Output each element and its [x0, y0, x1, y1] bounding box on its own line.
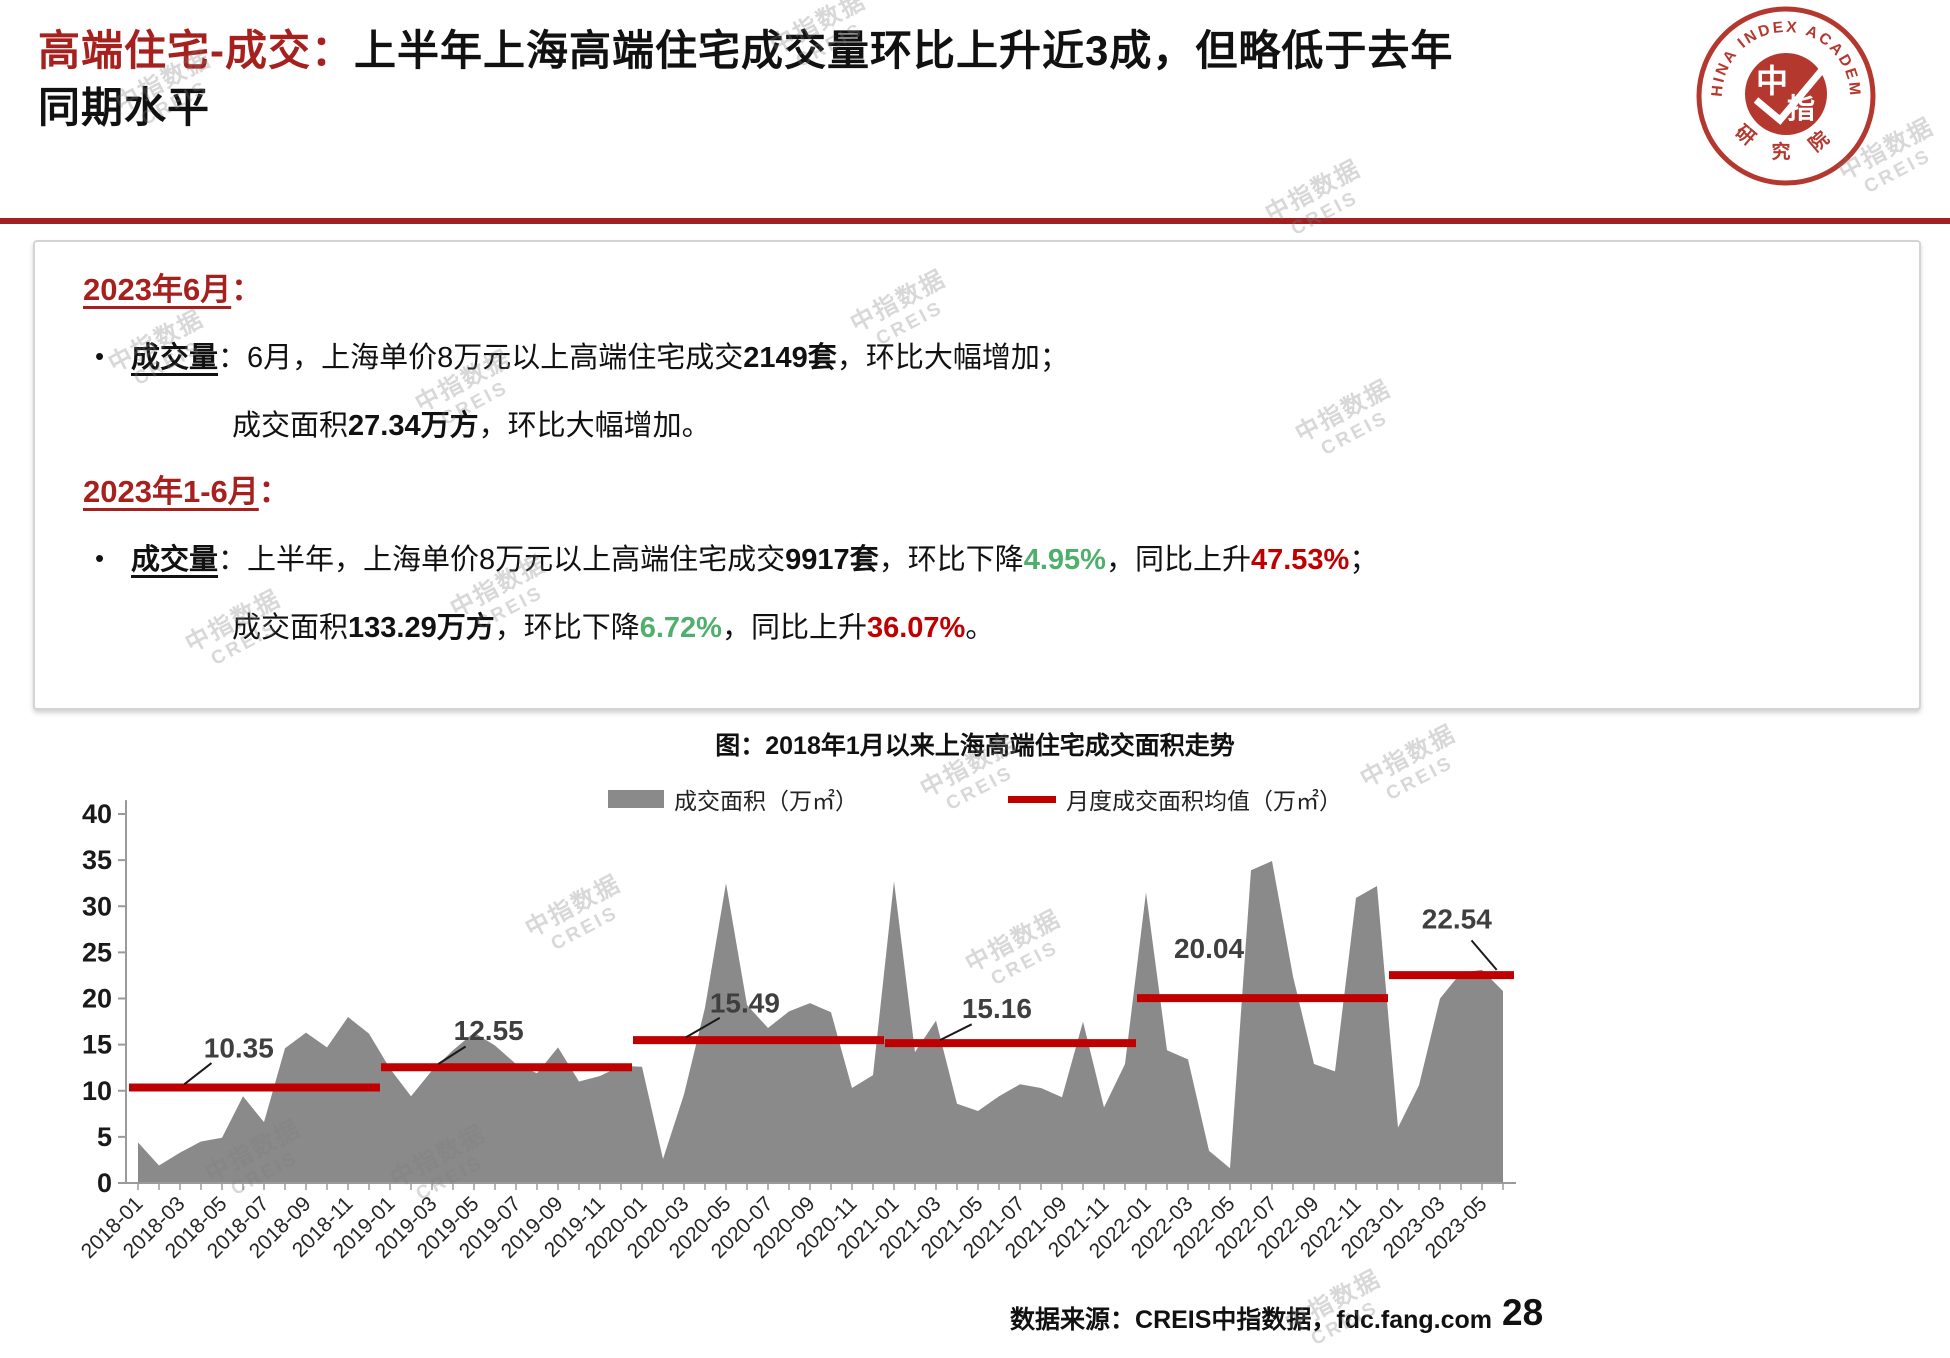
y-tick-label: 30 [82, 891, 112, 921]
y-tick-label: 5 [97, 1122, 112, 1152]
watermark: 中指数据 CREIS [1260, 155, 1366, 240]
text-segment: ，环比大幅增加。 [478, 410, 711, 442]
avg-value-label: 20.04 [1174, 933, 1244, 964]
y-tick-label: 10 [82, 1076, 112, 1106]
legend-item-area: 成交面积（万㎡） [608, 782, 858, 816]
text-segment: 成交量 [131, 544, 219, 576]
callout-connector [1470, 939, 1498, 971]
text-segment: 36.07% [866, 612, 966, 644]
y-tick-label: 0 [97, 1168, 112, 1198]
bullet-icon: • [95, 543, 105, 573]
chart-title: 图：2018年1月以来上海高端住宅成交面积走势 [715, 732, 1235, 760]
callout-connector [183, 1062, 213, 1086]
avg-value-label: 15.49 [710, 987, 780, 1018]
text-segment: 2149套 [743, 342, 837, 374]
logo-center-char2: 指 [1787, 93, 1815, 124]
callout-connector [437, 1045, 467, 1065]
text-segment: 27.34万方 [348, 410, 479, 442]
text-segment: 。 [965, 612, 995, 644]
y-tick-label: 20 [82, 984, 112, 1014]
header-divider [0, 218, 1950, 224]
text-segment: ，环比大幅增加； [836, 342, 1069, 374]
logo-check-mark [1753, 67, 1825, 125]
area-swatch-icon [608, 790, 664, 808]
legend-label-area: 成交面积（万㎡） [674, 788, 858, 814]
summary-line: 成交面积27.34万方，环比大幅增加。 [232, 402, 711, 444]
text-segment: 成交面积 [232, 410, 349, 442]
page-title: 高端住宅-成交：上半年上海高端住宅成交量环比上升近3成，但略低于去年同期水平 [38, 22, 1458, 136]
china-index-academy-logo: CHINA INDEX ACADEMY 研 究 院 中 指 [1694, 4, 1876, 186]
text-segment: 133.29万方 [348, 612, 495, 644]
text-segment: ： [218, 342, 248, 374]
text-segment: ，环比下降 [494, 612, 640, 644]
text-segment: 4.95% [1023, 544, 1106, 576]
data-source: 数据来源：CREIS中指数据，fdc.fang.com [1010, 1306, 1492, 1334]
text-segment: ： [218, 544, 248, 576]
avg-value-label: 12.55 [454, 1015, 524, 1046]
text-segment: ，同比上升 [721, 612, 867, 644]
page-title-rest: 上半年上海高端住宅成交量环比上升近3成，但略低于去年同期水平 [38, 27, 1454, 131]
logo-center-disc [1745, 53, 1827, 135]
text-segment: ，环比下降 [878, 544, 1024, 576]
text-segment: ； [1349, 544, 1379, 576]
line-swatch-icon [1008, 795, 1056, 803]
area-series [138, 861, 1503, 1183]
text-segment: 47.53% [1250, 544, 1350, 576]
y-tick-label: 15 [82, 1030, 112, 1060]
summary-box: 2023年6月： • 成交量：6月，上海单价8万元以上高端住宅成交2149套，环比… [33, 240, 1921, 710]
page-title-highlight: 高端住宅-成交： [38, 27, 354, 74]
y-tick-label: 40 [82, 799, 112, 829]
y-tick-label: 35 [82, 845, 112, 875]
section-heading-june: 2023年6月： [83, 272, 263, 307]
text-segment: 9917套 [785, 544, 879, 576]
avg-value-label: 15.16 [962, 993, 1032, 1024]
callout-connector [939, 1023, 973, 1041]
section-heading-h1: 2023年1-6月： [83, 474, 290, 509]
summary-line: 成交面积133.29万方，环比下降6.72%，同比上升36.07%。 [232, 604, 994, 646]
text-segment: 成交量 [131, 342, 219, 374]
avg-value-label: 22.54 [1422, 903, 1492, 934]
text-segment: 成交面积 [232, 612, 349, 644]
summary-line: • 成交量：上半年，上海单价8万元以上高端住宅成交9917套，环比下降4.95%，… [95, 536, 1378, 578]
legend-label-avgline: 月度成交面积均值（万㎡） [1066, 788, 1342, 814]
bullet-icon: • [95, 341, 105, 371]
callout-connector [685, 1017, 721, 1039]
page-number: 28 [1502, 1292, 1544, 1333]
logo-center-char1: 中 [1756, 63, 1788, 99]
legend-item-avgline: 月度成交面积均值（万㎡） [1008, 782, 1342, 816]
text-segment: 6.72% [639, 612, 722, 644]
chart-legend: 成交面积（万㎡） 月度成交面积均值（万㎡） [0, 782, 1950, 816]
text-segment: 上半年，上海单价8万元以上高端住宅成交 [247, 544, 786, 576]
avg-value-label: 10.35 [204, 1033, 274, 1064]
y-tick-label: 25 [82, 937, 112, 967]
summary-line: • 成交量：6月，上海单价8万元以上高端住宅成交2149套，环比大幅增加； [95, 334, 1069, 376]
area-chart: 05101520253035402018-012018-032018-05201… [77, 799, 1516, 1263]
text-segment: ，同比上升 [1105, 544, 1251, 576]
text-segment: 6月，上海单价8万元以上高端住宅成交 [247, 342, 744, 374]
